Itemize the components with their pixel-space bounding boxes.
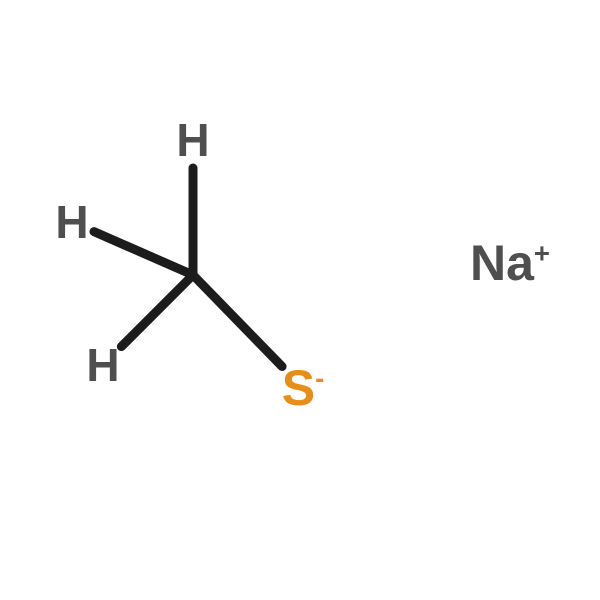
bond (94, 232, 193, 275)
atom-symbol: H (176, 114, 209, 166)
atom-symbol: Na (470, 235, 534, 291)
bond-layer (0, 0, 600, 600)
atom-symbol: H (55, 196, 88, 248)
atom-Na: Na+ (470, 234, 550, 292)
atom-H-bottom-left: H (86, 338, 119, 392)
atom-H-top: H (176, 113, 209, 167)
atom-charge: + (534, 237, 550, 268)
atom-symbol: H (86, 339, 119, 391)
atom-charge: - (315, 362, 324, 393)
atom-symbol: S (282, 360, 315, 416)
atom-H-left: H (55, 195, 88, 249)
molecule-canvas: H H H S- Na+ (0, 0, 600, 600)
bond (121, 275, 193, 347)
bond (193, 275, 282, 367)
atom-S: S- (282, 359, 325, 417)
